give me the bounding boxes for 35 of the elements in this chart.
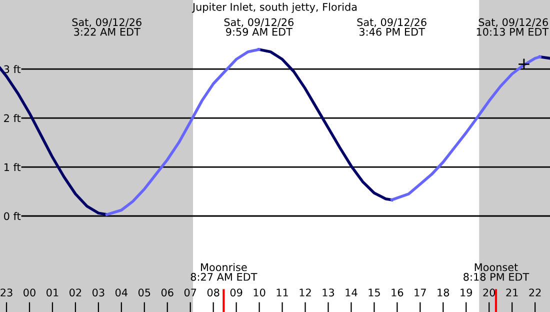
x-tick-label: 17 — [414, 288, 426, 296]
annotation: Sat, 09/12/26 9:59 AM EDT — [224, 18, 294, 36]
x-tick-label: 11 — [276, 288, 288, 296]
x-tick-label: 13 — [322, 288, 334, 296]
x-tick-label: 15 — [368, 288, 380, 296]
y-tick-label: 3 ft — [4, 65, 21, 74]
x-tick-label: 10 — [254, 288, 266, 296]
annotation: Sat, 09/12/26 3:46 PM EDT — [357, 18, 426, 36]
x-tick-label: 21 — [506, 288, 518, 296]
x-tick-label: 18 — [438, 288, 450, 296]
x-tick-label: 23 — [0, 288, 12, 296]
x-tick-label: 19 — [460, 288, 472, 296]
x-tick-label: 08 — [207, 288, 220, 296]
x-tick-label: 03 — [92, 288, 104, 296]
x-tick-label: 16 — [392, 288, 404, 296]
x-tick-label: 22 — [529, 288, 541, 296]
x-tick-label: 04 — [115, 288, 128, 296]
chart-title: Jupiter Inlet, south jetty, Florida — [192, 2, 357, 13]
x-tick-label: 14 — [346, 288, 358, 296]
x-tick-label: 20 — [483, 288, 496, 296]
ref-line-label: Moonrise 8:27 AM EDT — [190, 263, 258, 281]
x-tick-label: 05 — [138, 288, 150, 296]
x-tick-label: 12 — [300, 288, 311, 296]
y-tick-label: 2 ft — [4, 114, 21, 122]
x-tick-label: 01 — [46, 288, 58, 296]
annotation: Sat, 09/12/26 10:13 PM EDT — [476, 18, 549, 36]
annotation: Sat, 09/12/26 3:22 AM EDT — [72, 18, 142, 36]
x-tick-label: 00 — [24, 288, 36, 296]
y-tick-label: 0 ft — [4, 212, 21, 220]
ref-line-label: Moonset 8:18 PM EDT — [464, 263, 530, 281]
y-tick-label: 1 ft — [4, 163, 21, 171]
x-tick-label: 06 — [161, 288, 174, 296]
x-tick-label: 09 — [230, 288, 242, 296]
x-tick-label: 07 — [184, 288, 196, 296]
x-tick-label: 02 — [70, 288, 82, 296]
